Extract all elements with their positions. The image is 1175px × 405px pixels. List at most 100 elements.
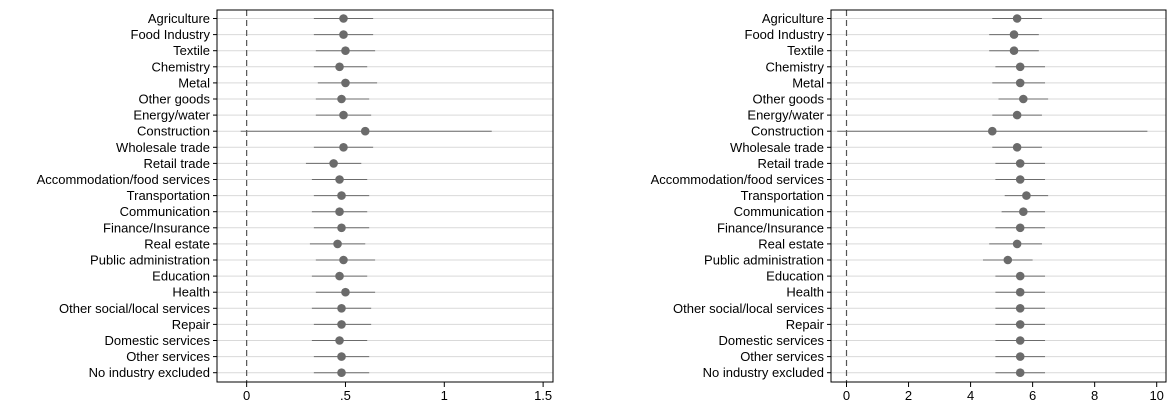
estimate-point: [337, 352, 346, 361]
category-label: Domestic services: [105, 333, 211, 348]
category-label: Wholesale trade: [116, 140, 210, 155]
x-tick-label: 2: [905, 388, 912, 403]
category-label: Real estate: [758, 236, 824, 251]
estimate-point: [1012, 143, 1022, 152]
category-label: Communication: [734, 204, 824, 219]
estimate-point: [1012, 239, 1022, 249]
estimate-point: [1015, 62, 1025, 72]
estimate-point: [1015, 271, 1025, 281]
estimate-point: [1015, 336, 1025, 345]
estimate-point: [1019, 94, 1028, 104]
estimate-point: [341, 287, 350, 297]
estimate-point: [1015, 287, 1025, 297]
category-label: Textile: [787, 43, 824, 58]
x-tick-label: 6: [1029, 388, 1036, 403]
estimate-point: [1009, 46, 1019, 55]
estimate-point: [1015, 352, 1025, 361]
estimate-point: [1019, 207, 1028, 216]
estimate-point: [339, 255, 348, 265]
estimate-point: [339, 14, 348, 23]
category-label: Health: [172, 285, 210, 300]
x-tick-label: 1.5: [534, 388, 552, 403]
category-label: Wholesale trade: [730, 140, 824, 155]
category-label: Construction: [751, 124, 824, 139]
category-label: Accommodation/food services: [37, 172, 211, 187]
estimate-point: [1003, 255, 1013, 265]
category-label: Other services: [126, 349, 210, 364]
estimate-point: [1015, 304, 1025, 313]
estimate-point: [337, 94, 346, 104]
estimate-point: [335, 271, 344, 281]
category-label: Other social/local services: [673, 301, 824, 316]
category-label: Agriculture: [762, 11, 824, 26]
category-label: Real estate: [144, 236, 210, 251]
estimate-point: [341, 78, 350, 88]
category-label: Public administration: [90, 253, 210, 268]
x-tick-label: 1: [441, 388, 448, 403]
estimate-point: [337, 320, 346, 329]
estimate-point: [1015, 223, 1025, 233]
category-label: Chemistry: [151, 59, 210, 74]
category-label: No industry excluded: [703, 365, 824, 380]
category-label: Food Industry: [745, 27, 825, 42]
estimate-point: [333, 239, 342, 249]
estimate-point: [1015, 320, 1025, 329]
category-label: Transportation: [127, 188, 210, 203]
category-label: Finance/Insurance: [717, 220, 824, 235]
x-tick-label: 8: [1091, 388, 1098, 403]
estimate-point: [987, 126, 997, 136]
category-label: Retail trade: [758, 156, 824, 171]
category-label: Health: [786, 285, 824, 300]
x-tick-label: 10: [1149, 388, 1163, 403]
estimate-point: [335, 62, 344, 72]
estimate-point: [337, 304, 346, 313]
category-label: Repair: [786, 317, 825, 332]
category-label: Other social/local services: [59, 301, 210, 316]
estimate-point: [337, 223, 346, 233]
category-label: Energy/water: [747, 108, 824, 123]
estimate-point: [341, 46, 350, 55]
estimate-point: [335, 175, 344, 184]
estimate-point: [1022, 191, 1031, 200]
category-label: Agriculture: [148, 11, 210, 26]
category-label: Domestic services: [719, 333, 825, 348]
category-label: Public administration: [704, 253, 824, 268]
category-label: Other services: [740, 349, 824, 364]
estimate-point: [335, 336, 344, 345]
estimate-point: [360, 126, 370, 136]
category-label: Energy/water: [133, 108, 210, 123]
estimate-point: [1015, 159, 1025, 168]
x-tick-label: 0: [243, 388, 250, 403]
category-label: Metal: [792, 75, 824, 90]
category-label: Food Industry: [131, 27, 211, 42]
category-label: Education: [766, 269, 824, 284]
category-label: Other goods: [138, 92, 210, 107]
estimate-point: [1012, 14, 1022, 23]
category-label: Metal: [178, 75, 210, 90]
estimate-point: [329, 159, 338, 168]
x-tick-label: .5: [340, 388, 351, 403]
category-label: Communication: [120, 204, 210, 219]
category-label: Chemistry: [765, 59, 824, 74]
category-label: Repair: [172, 317, 211, 332]
category-label: Construction: [137, 124, 210, 139]
category-label: No industry excluded: [89, 365, 210, 380]
estimate-point: [337, 368, 346, 378]
estimate-point: [335, 207, 344, 216]
estimate-point: [339, 30, 348, 39]
estimate-point: [1015, 175, 1025, 184]
category-label: Finance/Insurance: [103, 220, 210, 235]
category-label: Accommodation/food services: [651, 172, 825, 187]
x-tick-label: 4: [967, 388, 974, 403]
estimate-point: [1015, 368, 1025, 378]
category-label: Other goods: [752, 92, 824, 107]
estimate-point: [337, 191, 346, 200]
estimate-point: [1012, 110, 1022, 120]
estimate-point: [1015, 78, 1025, 88]
category-label: Education: [152, 269, 210, 284]
estimate-point: [339, 110, 348, 120]
estimate-point: [339, 143, 348, 152]
